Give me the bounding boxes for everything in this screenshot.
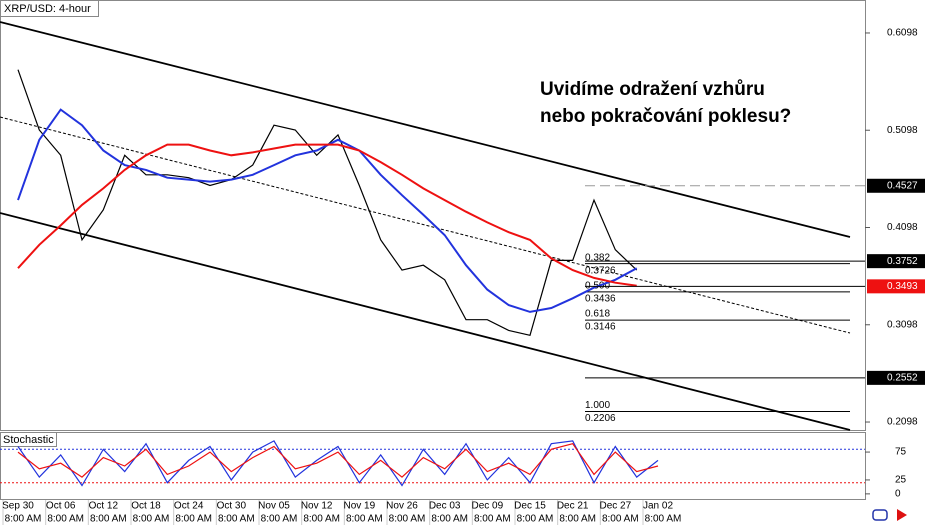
- annotation: nebo pokračování poklesu?: [540, 106, 791, 127]
- x-tick-label: Nov 26: [386, 501, 418, 512]
- x-tick-label: Nov 12: [301, 501, 333, 512]
- x-session-label: 8:00 AM: [346, 514, 383, 525]
- x-tick-label: Sep 30: [2, 501, 34, 512]
- fib-level: 1.000: [585, 400, 610, 411]
- y-tick-label: 0.6098: [887, 28, 918, 39]
- price-marker: [867, 178, 925, 193]
- price-marker: [867, 254, 925, 269]
- x-session-label: 8:00 AM: [261, 514, 298, 525]
- x-session-label: 8:00 AM: [303, 514, 340, 525]
- x-session-label: 8:00 AM: [133, 514, 170, 525]
- fib-value: 0.2206: [585, 413, 616, 424]
- chart-title: XRP/USD: 4-hour: [4, 3, 91, 15]
- price-marker-label: 0.2552: [887, 373, 918, 384]
- stochastic-tick-label: 75: [895, 447, 907, 458]
- x-tick-label: Nov 19: [343, 501, 375, 512]
- x-session-label: 8:00 AM: [645, 514, 682, 525]
- x-session-label: 8:00 AM: [602, 514, 639, 525]
- channel-line: [0, 21, 851, 238]
- x-session-label: 8:00 AM: [90, 514, 127, 525]
- stochastic-tick-label: 0: [895, 489, 901, 500]
- x-tick-label: Oct 12: [89, 501, 119, 512]
- x-tick-label: Dec 09: [471, 501, 503, 512]
- fib-value: 0.3146: [585, 322, 616, 333]
- x-session-label: 8:00 AM: [517, 514, 554, 525]
- x-session-label: 8:00 AM: [389, 514, 426, 525]
- fib-level: 0.382: [585, 252, 610, 263]
- y-tick-label: 0.2098: [887, 417, 918, 428]
- x-tick-label: Oct 06: [46, 501, 76, 512]
- y-tick-label: 0.4098: [887, 222, 918, 233]
- x-session-label: 8:00 AM: [5, 514, 42, 525]
- x-tick-label: Nov 05: [258, 501, 290, 512]
- x-tick-label: Dec 21: [557, 501, 589, 512]
- x-session-label: 8:00 AM: [474, 514, 511, 525]
- price-marker: [867, 370, 925, 385]
- y-tick-label: 0.5098: [887, 125, 918, 136]
- price-marker-label: 0.3493: [887, 281, 918, 292]
- stochastic-tick-label: 25: [895, 475, 907, 486]
- title-box: [0, 0, 99, 17]
- annotation: Uvidíme odražení vzhůru: [540, 79, 765, 100]
- stochastic-panel: [0, 432, 866, 500]
- fib-level: 0.618: [585, 309, 610, 320]
- price-marker-label: 0.4527: [887, 180, 918, 191]
- x-session-label: 8:00 AM: [218, 514, 255, 525]
- x-session-label: 8:00 AM: [175, 514, 212, 525]
- series-line: [17, 440, 659, 487]
- x-tick-label: Jan 02: [643, 501, 673, 512]
- fib-value: 0.3436: [585, 294, 616, 305]
- x-tick-label: Oct 24: [174, 501, 204, 512]
- stochastic-title: Stochastic: [3, 434, 54, 446]
- price-marker: [867, 279, 925, 294]
- arrow-icon[interactable]: [897, 509, 907, 521]
- x-session-label: 8:00 AM: [47, 514, 84, 525]
- series-line: [17, 443, 659, 478]
- x-session-label: 8:00 AM: [431, 514, 468, 525]
- link-icon[interactable]: [872, 509, 888, 521]
- x-tick-label: Dec 03: [429, 501, 461, 512]
- x-tick-label: Dec 15: [514, 501, 546, 512]
- x-tick-label: Oct 30: [217, 501, 247, 512]
- series-line: [17, 143, 637, 287]
- x-tick-label: Oct 18: [131, 501, 161, 512]
- channel-line: [0, 116, 851, 334]
- stochastic-title-box: [0, 432, 57, 447]
- x-tick-label: Dec 27: [599, 501, 631, 512]
- y-tick-label: 0.3098: [887, 319, 918, 330]
- price-marker-label: 0.3752: [887, 256, 918, 267]
- toolbar-icons[interactable]: [872, 509, 907, 521]
- fib-value: 0.3726: [585, 265, 616, 276]
- price-panel: [0, 0, 866, 431]
- x-session-label: 8:00 AM: [559, 514, 596, 525]
- channel-line: [0, 212, 851, 431]
